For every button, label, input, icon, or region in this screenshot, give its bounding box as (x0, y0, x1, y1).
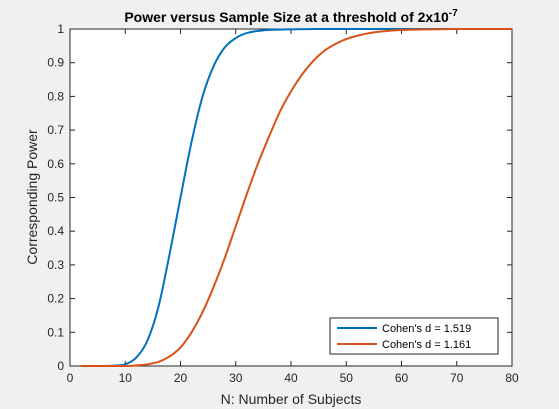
y-tick-label: 0.6 (47, 157, 64, 171)
y-tick-label: 0.7 (47, 123, 64, 137)
x-tick-label: 60 (395, 371, 409, 385)
y-tick-label: 0.5 (47, 191, 64, 205)
x-tick-label: 0 (67, 371, 74, 385)
x-tick-label: 80 (505, 371, 519, 385)
chart-title-superscript: -7 (449, 8, 458, 19)
x-tick-label: 40 (284, 371, 298, 385)
x-tick-label: 10 (119, 371, 133, 385)
y-tick-label: 0.4 (47, 224, 64, 238)
y-tick-label: 0.2 (47, 292, 64, 306)
x-tick-label: 20 (174, 371, 188, 385)
y-tick-label: 1 (57, 22, 64, 36)
y-tick-label: 0.9 (47, 56, 64, 70)
series-lines (81, 27, 512, 368)
x-tick-labels: 0 10 20 30 40 50 60 70 80 (67, 371, 519, 385)
chart-title: Power versus Sample Size at a threshold … (124, 8, 458, 25)
series-line-1 (81, 27, 512, 368)
legend-label-series-1: Cohen's d = 1.519 (382, 323, 471, 335)
y-tick-labels: 0 0.1 0.2 0.3 0.4 0.5 0.6 0.7 0.8 0.9 1 (47, 22, 64, 373)
legend: Cohen's d = 1.519 Cohen's d = 1.161 (329, 317, 499, 355)
series-line-2 (81, 27, 512, 368)
x-tick-label: 70 (450, 371, 464, 385)
legend-label-series-2: Cohen's d = 1.161 (382, 339, 471, 351)
y-tick-label: 0.8 (47, 89, 64, 103)
y-axis-label: Corresponding Power (24, 129, 40, 265)
y-tick-label: 0.1 (47, 325, 64, 339)
plot-area (70, 29, 512, 366)
x-tick-label: 50 (340, 371, 354, 385)
chart-title-main: Power versus Sample Size at a threshold … (124, 9, 449, 25)
x-tick-label: 30 (229, 371, 243, 385)
x-axis-label: N: Number of Subjects (221, 391, 362, 407)
y-tick-label: 0 (57, 359, 64, 373)
y-tick-label: 0.3 (47, 258, 64, 272)
legend-box (329, 317, 499, 355)
